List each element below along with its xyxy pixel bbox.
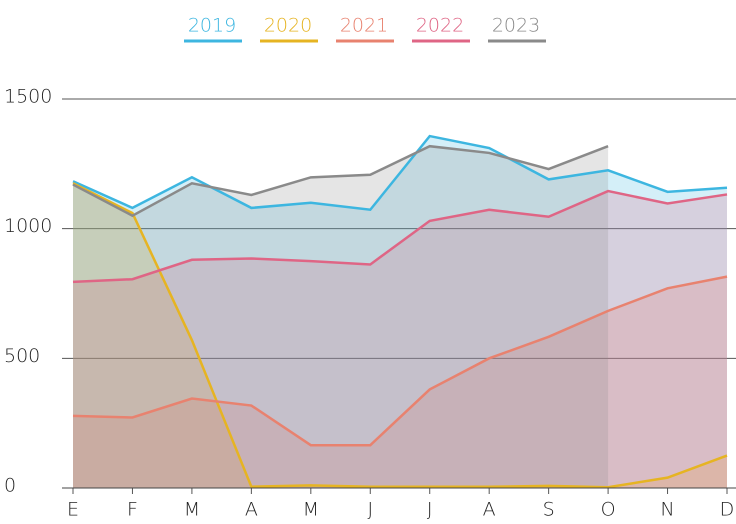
area [73, 146, 609, 488]
y-tick-label: 1500 [4, 86, 52, 108]
legend-label: 2020 [264, 15, 312, 37]
x-tick-label: O [601, 499, 616, 521]
area [73, 276, 727, 488]
x-tick-label: F [127, 499, 138, 521]
x-tick-label: M [303, 499, 319, 521]
area [73, 191, 727, 488]
x-tick-label: N [660, 499, 674, 521]
legend-label: 2021 [340, 15, 388, 37]
area [73, 136, 727, 489]
y-tick-label: 1000 [4, 215, 52, 237]
x-tick-label: A [483, 499, 496, 521]
x-tick-label: E [67, 499, 79, 521]
x-tick-label: D [720, 499, 735, 521]
x-tick-label: J [427, 499, 433, 521]
line [72, 189, 728, 284]
legend: 2019 2020 2021 2022 2023 [184, 15, 546, 43]
line [72, 144, 609, 218]
x-tick-label: M [184, 499, 200, 521]
line [72, 134, 728, 212]
legend-label: 2019 [188, 15, 236, 37]
legend-label: 2023 [492, 15, 540, 37]
legend-label: 2022 [416, 15, 464, 37]
line [72, 182, 728, 489]
x-tick-label: A [245, 499, 258, 521]
line [72, 275, 728, 447]
y-tick-label: 500 [4, 345, 40, 367]
area [73, 183, 727, 489]
x-tick-label: S [543, 499, 555, 521]
x-tick-label: J [367, 499, 373, 521]
y-tick-label: 0 [4, 475, 16, 497]
